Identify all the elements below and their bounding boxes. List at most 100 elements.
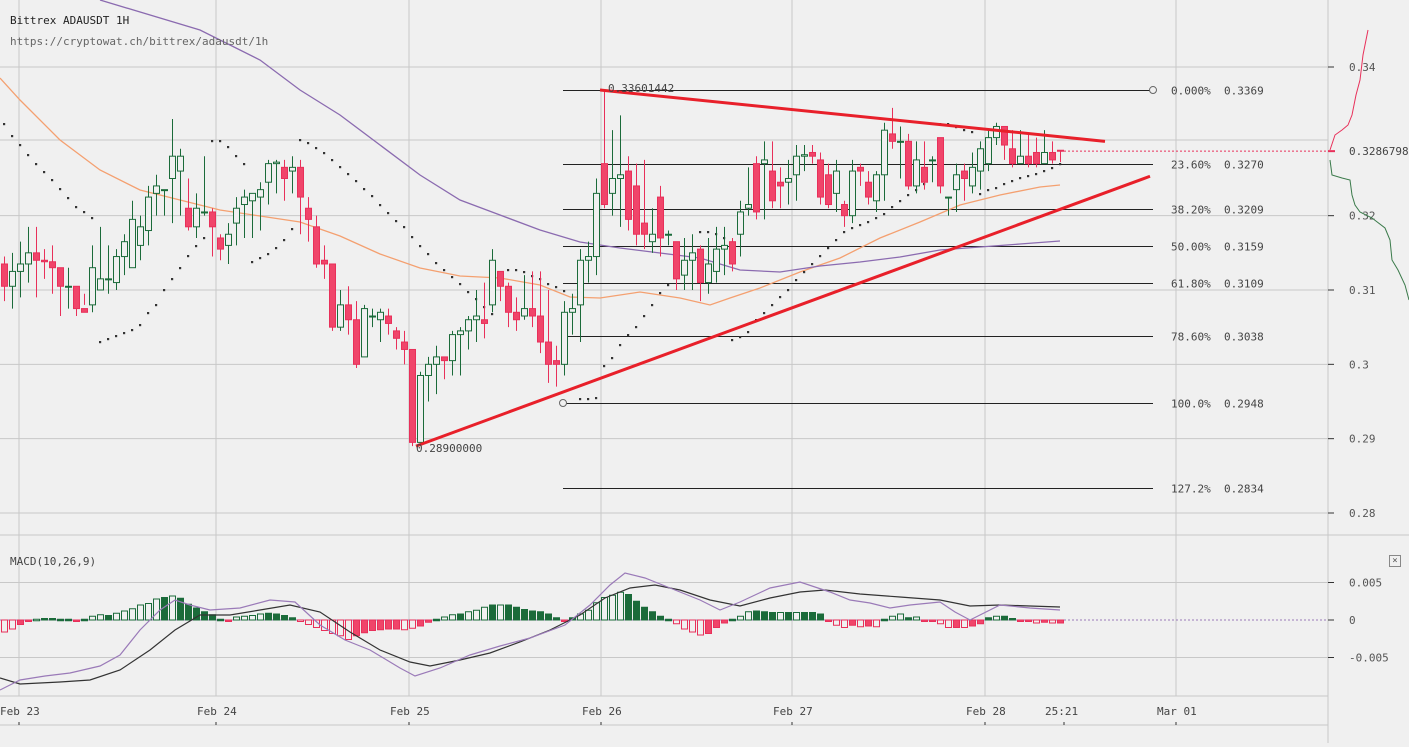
macd-bar-positive: [49, 618, 56, 621]
sar-dot: [515, 269, 518, 272]
macd-bar-positive: [761, 611, 768, 621]
bid-depth-line: [1329, 159, 1409, 301]
macd-bar-positive: [601, 597, 608, 621]
sar-dot: [187, 255, 190, 258]
sar-dot: [259, 257, 262, 260]
sar-dot: [139, 324, 142, 327]
candle-down: [529, 308, 536, 317]
candle-up: [977, 148, 984, 172]
sar-dot: [419, 245, 422, 248]
fib-percent-label: 38.20%: [1171, 204, 1211, 217]
candle-up: [593, 192, 600, 258]
candle-up: [945, 196, 952, 199]
fib-percent-label: 50.00%: [1171, 241, 1211, 254]
fib-handle-icon[interactable]: [1149, 86, 1157, 95]
candle-down: [601, 163, 608, 206]
candle-down: [513, 311, 520, 321]
macd-bar-positive: [913, 616, 920, 621]
y-axis-label: 0.34: [1349, 61, 1376, 74]
candle-up: [417, 374, 424, 443]
sar-dot: [1027, 175, 1030, 178]
sar-dot: [507, 269, 510, 272]
macd-bar-positive: [641, 606, 648, 621]
sar-dot: [387, 212, 390, 215]
x-axis-label: Feb 24: [197, 705, 237, 718]
macd-bar-negative: [825, 619, 832, 622]
candle-up: [113, 256, 120, 284]
candle-up: [161, 189, 168, 192]
macd-bar-negative: [25, 619, 32, 622]
sar-dot: [171, 278, 174, 281]
candle-down: [657, 196, 664, 239]
price-annotation: 0.28900000: [416, 442, 482, 455]
trendline-resistance[interactable]: [599, 88, 1106, 143]
sar-dot: [619, 344, 622, 347]
sar-dot: [43, 171, 46, 174]
macd-bar-positive: [249, 615, 256, 621]
candle-up: [25, 252, 32, 265]
candle-down: [481, 319, 488, 324]
macd-bar-positive: [33, 618, 40, 622]
sar-dot: [563, 290, 566, 293]
macd-bar-positive: [905, 617, 912, 621]
candle-up: [665, 233, 672, 236]
macd-bar-negative: [713, 619, 720, 628]
x-axis-label: Feb 28: [966, 705, 1006, 718]
candle-up: [993, 125, 1000, 139]
macd-bar-positive: [81, 618, 88, 622]
sar-dot: [331, 159, 334, 162]
macd-bar-positive: [457, 613, 464, 621]
sar-dot: [491, 313, 494, 316]
sar-dot: [403, 226, 406, 229]
candle-down: [921, 166, 928, 183]
sar-dot: [859, 224, 862, 227]
sar-dot: [395, 220, 398, 223]
candle-down: [1001, 125, 1008, 146]
candle-up: [585, 256, 592, 261]
candle-down: [1, 263, 8, 287]
candle-up: [369, 315, 376, 318]
chart-url[interactable]: https://cryptowat.ch/bittrex/adausdt/1h: [10, 35, 269, 48]
chart-title: Bittrex ADAUSDT 1H: [10, 14, 130, 27]
sar-dot: [851, 227, 854, 230]
fib-handle-icon[interactable]: [559, 398, 567, 407]
sar-dot: [971, 131, 974, 134]
candle-up: [433, 356, 440, 365]
macd-bar-negative: [833, 619, 840, 626]
macd-bar-positive: [553, 617, 560, 621]
macd-bar-positive: [745, 611, 752, 621]
sar-dot: [267, 253, 270, 256]
candle-up: [609, 178, 616, 194]
x-axis-label: Feb 27: [773, 705, 813, 718]
macd-bar-negative: [1033, 619, 1040, 624]
candle-down: [753, 163, 760, 213]
sar-dot: [203, 237, 206, 240]
sar-dot: [627, 334, 630, 337]
candle-down: [625, 170, 632, 220]
y-axis-label: 0.31: [1349, 284, 1376, 297]
candle-down: [841, 204, 848, 217]
macd-bar-positive: [729, 618, 736, 622]
close-macd-icon[interactable]: ×: [1389, 555, 1401, 567]
candle-up: [953, 174, 960, 191]
macd-bar-negative: [841, 619, 848, 628]
sar-dot: [1011, 180, 1014, 183]
sar-dot: [763, 312, 766, 315]
trendline-support[interactable]: [415, 174, 1151, 448]
candle-up: [89, 267, 96, 306]
candle-up: [97, 278, 104, 291]
sar-dot: [603, 365, 606, 368]
candle-down: [937, 137, 944, 187]
sar-dot: [3, 123, 6, 126]
sar-dot: [747, 331, 750, 334]
candle-down: [961, 170, 968, 179]
candle-up: [65, 285, 72, 288]
macd-bar-positive: [769, 612, 776, 621]
macd-label: MACD(10,26,9): [10, 555, 97, 568]
candle-up: [473, 315, 480, 321]
macd-bar-negative: [873, 619, 880, 628]
macd-bar-negative: [865, 619, 872, 627]
sar-dot: [667, 284, 670, 287]
sar-dot: [315, 147, 318, 150]
